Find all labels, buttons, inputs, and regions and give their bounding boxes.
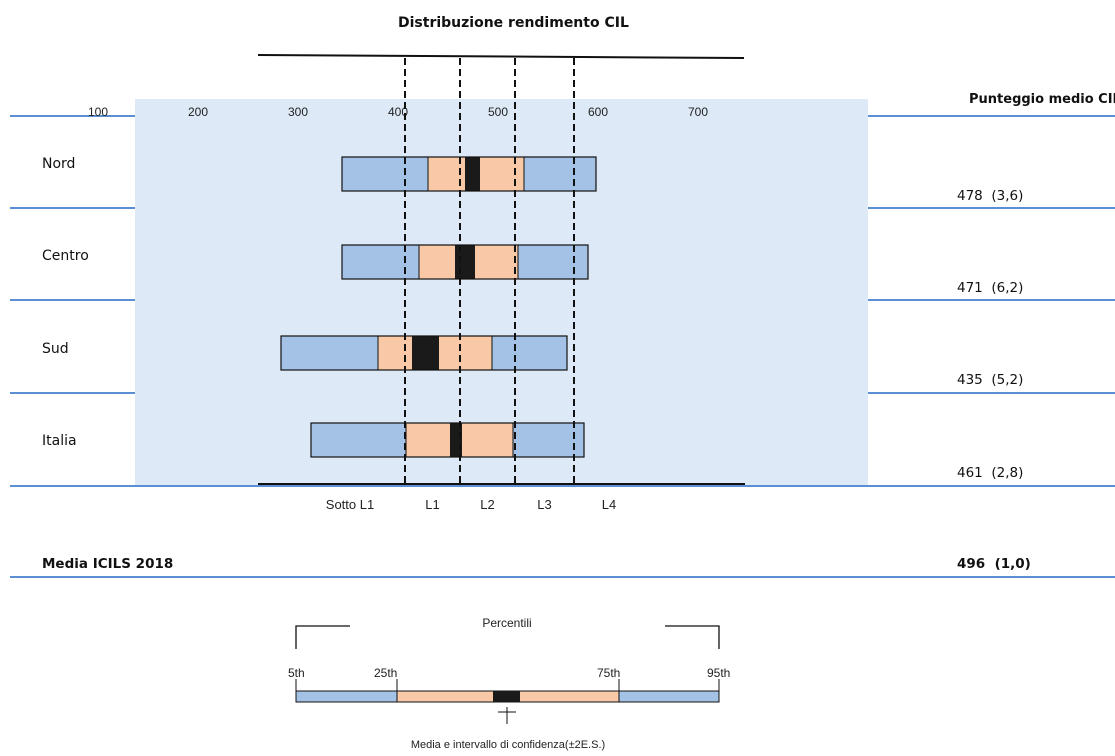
bar-outline bbox=[341, 156, 597, 192]
legend: Percentili 5th 25th 75th 95th Media e in… bbox=[288, 616, 730, 751]
legend-p5-label: 5th bbox=[288, 666, 305, 680]
bar-outline bbox=[310, 422, 585, 458]
top-rule bbox=[257, 54, 745, 59]
legend-p25-label: 25th bbox=[374, 666, 397, 680]
legend-outer-right bbox=[618, 690, 720, 703]
bar-segment-p75-p95 bbox=[518, 245, 588, 279]
x-tick-label: 500 bbox=[488, 105, 508, 119]
bar-segment-p5-p25 bbox=[311, 423, 406, 457]
x-tick-label: 400 bbox=[388, 105, 408, 119]
x-tick-label: 300 bbox=[288, 105, 308, 119]
x-tick-label: 600 bbox=[588, 105, 608, 119]
bar-segment-p5-p25 bbox=[281, 336, 378, 370]
chart-title: Distribuzione rendimento CIL bbox=[398, 15, 629, 31]
legend-caption: Media e intervallo di confidenza(±2E.S.) bbox=[411, 739, 605, 751]
legend-title: Percentili bbox=[482, 616, 531, 630]
bar-segment-p75-p95 bbox=[492, 336, 567, 370]
x-axis-ticks: 100 200 300 400 500 600 700 bbox=[88, 105, 708, 119]
score-nord: 478 (3,6) bbox=[957, 188, 1024, 204]
average-label: Media ICILS 2018 bbox=[42, 556, 174, 572]
score-italia: 461 (2,8) bbox=[957, 465, 1024, 481]
distribution-bars bbox=[280, 156, 597, 458]
region-label-italia: Italia bbox=[42, 433, 77, 449]
row-rules bbox=[10, 115, 1115, 578]
level-label: Sotto L1 bbox=[326, 497, 374, 512]
bar-outline bbox=[280, 335, 568, 371]
score-column-header: Punteggio medio CIL (E.S.) bbox=[969, 92, 1115, 107]
bar-confidence-interval bbox=[412, 336, 439, 370]
score-sud: 435 (5,2) bbox=[957, 372, 1024, 388]
bar-confidence-interval bbox=[465, 157, 480, 191]
level-label: L2 bbox=[480, 497, 494, 512]
bar-segment-p75-p95 bbox=[513, 423, 584, 457]
bar-segment-p5-p25 bbox=[342, 245, 419, 279]
region-label-centro: Centro bbox=[42, 248, 89, 264]
proficiency-cutlines bbox=[404, 58, 575, 484]
bar-outline bbox=[341, 244, 589, 280]
region-label-nord: Nord bbox=[42, 156, 76, 172]
legend-ci bbox=[493, 691, 520, 702]
bar-confidence-interval bbox=[450, 423, 462, 457]
bar-segment-p75-p95 bbox=[524, 157, 596, 191]
level-label: L4 bbox=[602, 497, 616, 512]
legend-p95-label: 95th bbox=[707, 666, 730, 680]
legend-outer-left bbox=[295, 690, 398, 703]
proficiency-level-labels: Sotto L1 L1 L2 L3 L4 bbox=[326, 497, 616, 512]
x-tick-label: 700 bbox=[688, 105, 708, 119]
x-tick-label: 200 bbox=[188, 105, 208, 119]
score-centro: 471 (6,2) bbox=[957, 280, 1024, 296]
level-label: L3 bbox=[537, 497, 551, 512]
x-tick-label: 100 bbox=[88, 105, 108, 119]
level-label: L1 bbox=[425, 497, 439, 512]
bar-segment-p5-p25 bbox=[342, 157, 428, 191]
legend-p75-label: 75th bbox=[597, 666, 620, 680]
average-value: 496 (1,0) bbox=[957, 556, 1031, 572]
bar-confidence-interval bbox=[455, 245, 475, 279]
region-label-sud: Sud bbox=[42, 341, 69, 357]
